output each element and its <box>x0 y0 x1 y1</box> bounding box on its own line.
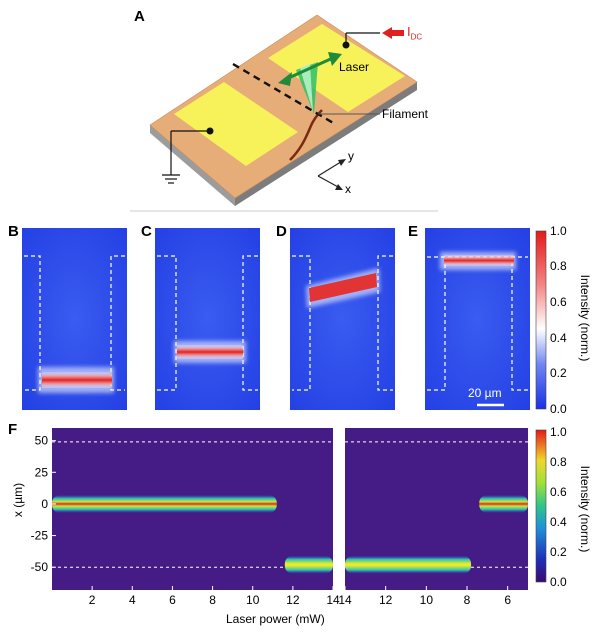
x-tick-label: 10 <box>420 593 434 607</box>
colorbar-bottom-tick: 0.0 <box>550 575 567 589</box>
colorbar-top-tick: 0.0 <box>550 402 567 416</box>
y-tick-label: 25 <box>35 465 49 479</box>
current-arrow-icon <box>382 27 404 39</box>
panel-label-b: B <box>8 223 19 240</box>
axis-y-label: y <box>348 149 354 163</box>
colorbar-bottom <box>535 429 547 583</box>
colorbar-top-tick: 1.0 <box>550 224 567 238</box>
y-tick-label: 0 <box>41 497 48 511</box>
current-label: IDC <box>407 24 423 42</box>
xy-axes-icon <box>317 159 346 190</box>
y-tick-label: 50 <box>35 434 49 448</box>
panel-label-e: E <box>408 223 419 240</box>
colorbar-top-label: Intensity (norm.) <box>578 274 592 362</box>
y-tick-label: -50 <box>31 560 49 574</box>
y-tick-label: -25 <box>31 529 49 543</box>
panel-label-a: A <box>134 8 145 25</box>
x-tick-label: 10 <box>246 593 260 607</box>
x-tick-label: 4 <box>129 593 136 607</box>
colorbar-top-tick: 0.4 <box>550 331 567 345</box>
colorbar-bottom-tick: 0.2 <box>550 545 567 559</box>
panel-label-f: F <box>8 421 18 438</box>
image-panel-b <box>22 228 127 410</box>
image-panel-e <box>425 228 530 410</box>
camera-images <box>22 228 547 410</box>
laser-label: Laser <box>339 60 370 74</box>
filament-label: Filament <box>382 107 429 121</box>
colorbar-top-tick: 0.6 <box>550 295 567 309</box>
substrate-side-front <box>235 82 417 206</box>
colorbar-top-tick: 0.8 <box>550 259 567 273</box>
electrode-pad-right <box>268 24 405 112</box>
axis-x-label: x <box>345 182 351 196</box>
filament-band <box>52 494 277 513</box>
ground-icon <box>162 174 180 184</box>
filament-c <box>177 345 243 359</box>
x-tick-label: 8 <box>209 593 216 607</box>
laser-scan-arrow <box>283 55 336 82</box>
filament-band <box>479 494 528 513</box>
electrode-pad-left <box>174 82 298 166</box>
filament-band <box>284 555 333 574</box>
panel-label-d: D <box>276 223 287 240</box>
colorbar-top-tick: 0.2 <box>550 366 567 380</box>
colorbar-bottom-tick: 0.8 <box>550 455 567 469</box>
device-schematic <box>130 14 438 212</box>
x-tick-label: 14 <box>326 593 340 607</box>
image-panel-c <box>155 228 260 410</box>
colorbar-bottom-tick: 1.0 <box>550 425 567 439</box>
x-tick-label: 6 <box>169 593 176 607</box>
colorbar-bottom-label: Intensity (norm.) <box>578 465 592 553</box>
x-tick-label: 12 <box>379 593 393 607</box>
filament-d <box>309 273 377 302</box>
colorbar-top <box>535 230 547 410</box>
x-tick-label: 8 <box>464 593 471 607</box>
filament-band <box>345 555 472 574</box>
scale-bar-label: 20 µm <box>468 386 502 400</box>
y-axis-label: x (µm) <box>11 482 25 518</box>
filament-b <box>42 372 112 388</box>
x-tick-label: 14 <box>338 593 352 607</box>
x-tick-label: 12 <box>286 593 300 607</box>
x-axis-label: Laser power (mW) <box>226 612 325 626</box>
image-panel-d <box>290 228 395 410</box>
panel-label-c: C <box>141 223 152 240</box>
colorbar-bottom-tick: 0.6 <box>550 485 567 499</box>
x-tick-label: 2 <box>89 593 96 607</box>
filament-e <box>444 255 514 266</box>
x-tick-label: 6 <box>504 593 511 607</box>
colorbar-bottom-tick: 0.4 <box>550 515 567 529</box>
